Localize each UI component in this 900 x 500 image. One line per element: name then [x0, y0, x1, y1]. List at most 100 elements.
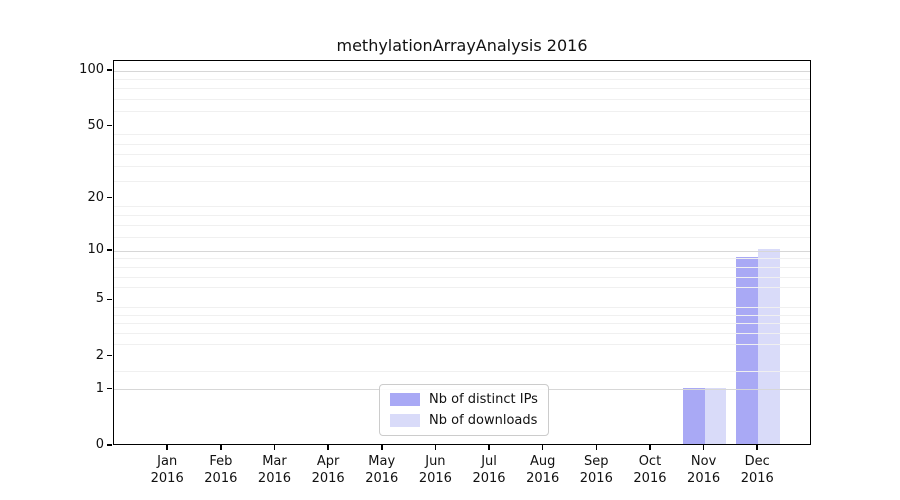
- x-tick-mark: [541, 445, 544, 450]
- gridline-minor: [114, 306, 810, 308]
- x-tick-label: Jul 2016: [454, 453, 524, 487]
- legend-item-distinct-ips: Nb of distinct IPs: [390, 392, 538, 407]
- x-tick-mark: [756, 445, 758, 450]
- x-tick-year: 2016: [150, 471, 184, 486]
- gridlines-layer: [114, 61, 810, 444]
- gridline-minor: [114, 206, 810, 208]
- x-tick-label: May 2016: [347, 453, 417, 487]
- y-tick-mark: [107, 444, 112, 446]
- y-tick-label: 0: [95, 437, 104, 452]
- legend-swatch-distinct-ips: [390, 393, 420, 406]
- x-tick-label: Apr 2016: [293, 453, 363, 487]
- bar-downloads: [704, 387, 727, 444]
- x-tick-mark: [702, 445, 705, 450]
- gridline-minor: [114, 143, 810, 145]
- gridline-minor: [114, 323, 810, 325]
- y-tick-label: 5: [95, 291, 104, 307]
- x-tick-mark: [273, 445, 276, 450]
- y-tick-mark: [107, 196, 112, 199]
- x-tick-month: Jul: [481, 454, 497, 469]
- gridline-minor: [114, 134, 810, 136]
- y-tick-mark: [107, 354, 112, 357]
- gridline-minor: [114, 225, 810, 227]
- gridline-major: [114, 250, 810, 252]
- gridline-minor: [114, 88, 810, 90]
- gridline-minor: [114, 111, 810, 113]
- gridline-minor: [114, 99, 810, 101]
- x-tick-month: Mar: [262, 454, 287, 469]
- x-tick-year: 2016: [633, 471, 667, 486]
- y-tick-mark: [107, 124, 112, 127]
- y-tick-mark: [107, 69, 112, 71]
- x-tick-year: 2016: [526, 471, 560, 486]
- y-tick-mark: [107, 298, 112, 301]
- x-tick-year: 2016: [311, 471, 345, 486]
- x-tick-label: Jan 2016: [132, 453, 202, 487]
- x-tick-year: 2016: [687, 471, 721, 486]
- gridline-major: [114, 70, 810, 72]
- x-tick-label: Oct 2016: [615, 453, 685, 487]
- gridline-minor: [114, 180, 810, 182]
- x-tick-label: Nov 2016: [669, 453, 739, 487]
- gridline-minor: [114, 287, 810, 289]
- x-tick-label: Feb 2016: [186, 453, 256, 487]
- bar-distinct-ips: [736, 256, 759, 444]
- x-tick-mark: [488, 445, 490, 450]
- x-tick-mark: [595, 445, 598, 450]
- x-tick-mark: [381, 445, 383, 450]
- x-tick-year: 2016: [204, 471, 238, 486]
- gridline-minor: [114, 343, 810, 345]
- gridline-minor: [114, 258, 810, 260]
- x-tick-label: Sep 2016: [561, 453, 631, 487]
- x-tick-year: 2016: [418, 471, 452, 486]
- x-tick-mark: [166, 445, 168, 450]
- gridline-minor: [114, 78, 810, 80]
- x-tick-month: Apr: [316, 454, 340, 469]
- x-tick-month: Feb: [209, 454, 233, 469]
- y-tick-label: 100: [79, 62, 104, 77]
- x-tick-label: Jun 2016: [400, 453, 470, 487]
- y-tick-label: 50: [87, 117, 104, 133]
- x-tick-month: May: [368, 454, 396, 469]
- x-tick-mark: [220, 445, 222, 450]
- legend-label-distinct-ips: Nb of distinct IPs: [429, 392, 538, 407]
- x-tick-year: 2016: [740, 471, 774, 486]
- y-tick-label: 20: [87, 189, 104, 205]
- x-tick-month: Jan: [157, 454, 178, 469]
- gridline-minor: [114, 276, 810, 278]
- legend-swatch-downloads: [390, 414, 420, 427]
- bars-layer: [114, 61, 810, 444]
- gridline-minor: [114, 154, 810, 156]
- legend: Nb of distinct IPs Nb of downloads: [379, 384, 549, 436]
- x-tick-month: Dec: [744, 454, 770, 469]
- x-tick-mark: [434, 445, 437, 450]
- legend-label-downloads: Nb of downloads: [429, 413, 538, 428]
- gridline-minor: [114, 166, 810, 168]
- y-tick-label: 1: [95, 380, 104, 396]
- x-tick-month: Nov: [690, 454, 717, 469]
- y-tick-label: 10: [87, 242, 104, 258]
- gridline-minor: [114, 215, 810, 217]
- x-tick-label: Mar 2016: [239, 453, 309, 487]
- x-tick-mark: [327, 445, 329, 450]
- gridline-minor: [114, 371, 810, 373]
- gridline-minor: [114, 332, 810, 334]
- x-tick-label: Dec 2016: [722, 453, 792, 487]
- gridline-minor: [114, 237, 810, 239]
- x-tick-month: Oct: [638, 454, 662, 469]
- x-tick-year: 2016: [257, 471, 292, 486]
- gridline-minor: [114, 314, 810, 316]
- x-tick-month: Sep: [584, 454, 609, 469]
- chart-title: methylationArrayAnalysis 2016: [336, 36, 588, 55]
- bar-downloads: [758, 249, 781, 444]
- bar-distinct-ips: [682, 387, 705, 444]
- y-tick-mark: [107, 249, 112, 251]
- x-tick-year: 2016: [472, 471, 506, 486]
- x-tick-year: 2016: [579, 471, 613, 486]
- gridline-minor: [114, 266, 810, 268]
- x-tick-label: Aug 2016: [508, 453, 578, 487]
- x-tick-month: Jun: [425, 454, 446, 469]
- legend-item-downloads: Nb of downloads: [390, 413, 538, 428]
- plot-area: Nb of distinct IPs Nb of downloads: [113, 60, 811, 445]
